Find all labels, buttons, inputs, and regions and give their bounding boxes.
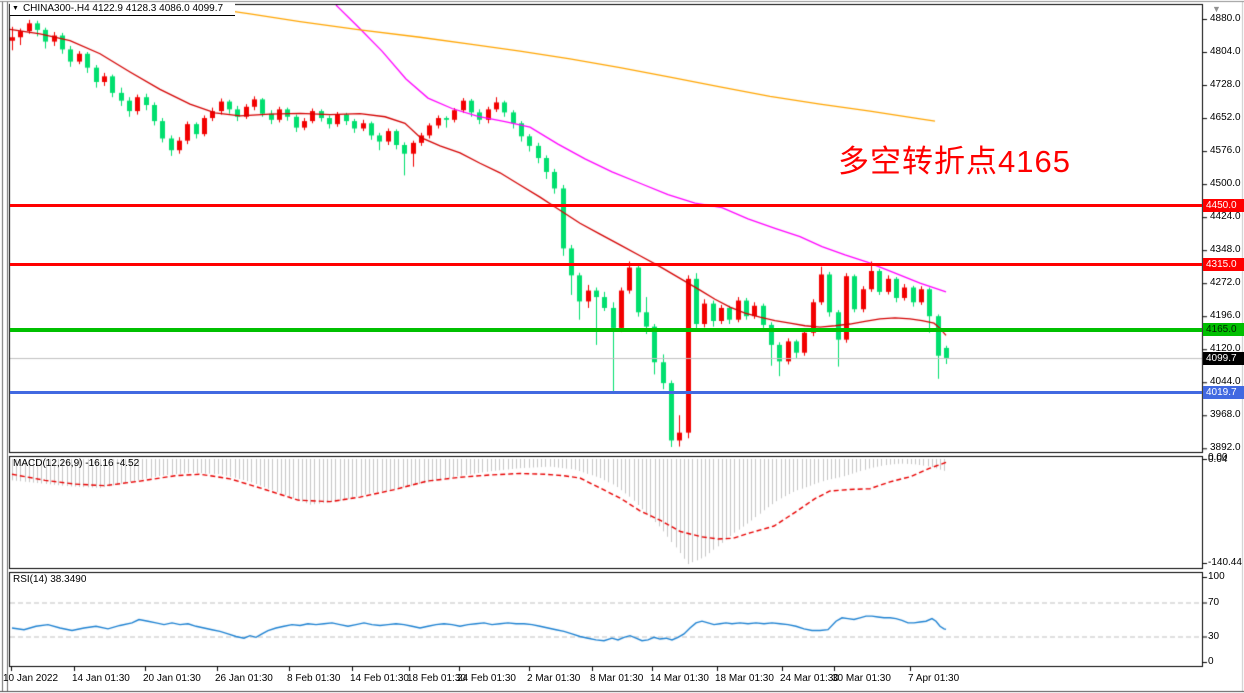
- macd-axis-min-label: -140.44: [1208, 557, 1242, 568]
- rsi-axis-label: 0: [1208, 656, 1214, 667]
- rsi-indicator-label: RSI(14) 38.3490: [13, 574, 87, 585]
- price-axis-label: 4424.0: [1210, 211, 1241, 223]
- macd-axis-max-label: 0.04: [1208, 454, 1228, 465]
- time-axis-label: 14 Mar 01:30: [650, 673, 709, 684]
- price-badge-resistance-4315: 4315.0: [1203, 257, 1244, 271]
- time-axis-label: 26 Jan 01:30: [215, 673, 273, 684]
- time-axis-label: 14 Feb 01:30: [350, 673, 409, 684]
- annotation-text[interactable]: 多空转折点4165: [838, 144, 1071, 179]
- time-axis-label: 18 Feb 01:30: [407, 673, 466, 684]
- time-axis-label: 24 Feb 01:30: [457, 673, 516, 684]
- chart-shift-marker-icon[interactable]: ▼: [1212, 4, 1221, 14]
- macd-axis-zero-label: 0.00: [1208, 452, 1228, 463]
- hline-support-4019.7[interactable]: [10, 391, 1202, 395]
- time-axis-label: 18 Mar 01:30: [715, 673, 774, 684]
- hline-resistance-4450[interactable]: [10, 204, 1202, 208]
- price-axis-label: 4196.0: [1210, 310, 1241, 322]
- hline-resistance-4315[interactable]: [10, 262, 1202, 266]
- price-badge-support-4019.7: 4019.7: [1203, 386, 1244, 400]
- price-axis-label: 4044.0: [1210, 376, 1241, 388]
- time-axis-label: 14 Jan 01:30: [72, 673, 130, 684]
- time-axis-label: 7 Apr 01:30: [908, 673, 960, 684]
- time-axis-label: 10 Jan 2022: [3, 673, 59, 684]
- time-axis-label: 30 Mar 01:30: [832, 673, 891, 684]
- price-axis-label: 4652.0: [1210, 112, 1241, 124]
- hline-pivot-4165[interactable]: [10, 327, 1202, 332]
- price-axis-label: 4880.0: [1210, 13, 1241, 24]
- price-axis-label: 4348.0: [1210, 244, 1241, 256]
- time-axis-label: 8 Feb 01:30: [287, 673, 341, 684]
- rsi-axis-label: 70: [1208, 596, 1220, 608]
- price-badge-resistance-4450: 4450.0: [1203, 199, 1244, 213]
- macd-indicator-label: MACD(12,26,9) -16.16 -4.52: [13, 458, 140, 469]
- price-axis-label: 3892.0: [1210, 442, 1241, 454]
- price-axis-label: 3968.0: [1210, 409, 1241, 421]
- price-axis-label: 4728.0: [1210, 79, 1241, 91]
- time-axis-label: 2 Mar 01:30: [527, 673, 581, 684]
- symbol-title-text: CHINA300-.H4 4122.9 4128.3 4086.0 4099.7: [22, 3, 224, 14]
- price-axis-label: 4120.0: [1210, 343, 1241, 355]
- symbol-marker-icon: ▼: [12, 5, 19, 12]
- time-axis-label: 8 Mar 01:30: [590, 673, 644, 684]
- symbol-title: ▼ CHINA300-.H4 4122.9 4128.3 4086.0 4099.…: [10, 3, 236, 16]
- time-axis-label: 24 Mar 01:30: [780, 673, 839, 684]
- price-axis-label: 4272.0: [1210, 277, 1241, 289]
- time-axis-label: 20 Jan 01:30: [143, 673, 201, 684]
- rsi-axis-label: 100: [1208, 571, 1225, 582]
- price-axis-label: 4804.0: [1210, 46, 1241, 58]
- price-axis-label: 4576.0: [1210, 145, 1241, 157]
- price-badge-pivot-4165: 4165.0: [1203, 323, 1244, 337]
- price-axis-label: 4500.0: [1210, 178, 1241, 190]
- current-price-badge: 4099.7: [1203, 351, 1244, 365]
- rsi-axis-label: 30: [1208, 630, 1220, 642]
